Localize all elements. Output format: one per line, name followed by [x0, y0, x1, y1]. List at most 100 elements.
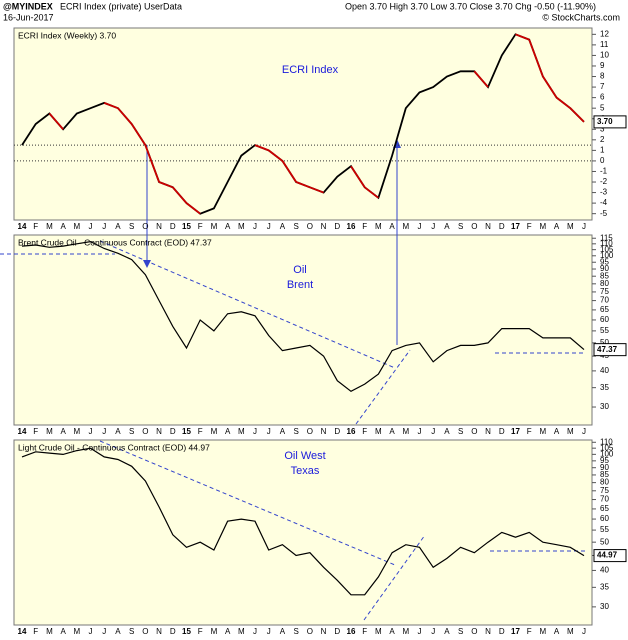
- x-tick-label: O: [471, 627, 477, 636]
- y-tick-label: 95: [600, 456, 609, 465]
- legend: ECRI Index (Weekly) 3.70: [18, 30, 116, 40]
- x-tick-label: A: [444, 427, 450, 436]
- y-tick-label: 80: [600, 279, 609, 288]
- falling-segment: [117, 107, 133, 125]
- y-tick-label: 30: [600, 402, 609, 411]
- x-tick-label: J: [89, 427, 93, 436]
- x-tick-label: A: [60, 627, 66, 636]
- annotation: Texas: [291, 465, 320, 477]
- decorations: [0, 139, 586, 621]
- falling-segment: [515, 33, 530, 41]
- y-tick-label: 55: [600, 326, 609, 335]
- x-tick-label: D: [499, 222, 505, 231]
- x-tick-label: J: [431, 222, 435, 231]
- x-tick-label: A: [280, 222, 286, 231]
- y-tick-label: 1: [600, 145, 605, 154]
- legend: Light Crude Oil - Continuous Contract (E…: [18, 442, 210, 452]
- falling-segment: [172, 186, 188, 204]
- y-tick-label: 100: [600, 251, 614, 260]
- annotation: Oil: [293, 264, 306, 276]
- x-tick-label: A: [444, 627, 450, 636]
- y-tick-label: 100: [600, 449, 614, 458]
- x-tick-label: A: [115, 627, 121, 636]
- y-tick-label: 0: [600, 156, 605, 165]
- x-tick-label: N: [321, 627, 327, 636]
- quote: Open 3.70 High 3.70 Low 3.70 Close 3.70 …: [345, 1, 596, 11]
- x-tick-label: M: [375, 627, 382, 636]
- x-tick-label: 16: [347, 427, 356, 436]
- y-tick-label: -5: [600, 209, 608, 218]
- y-tick-label: -3: [600, 188, 608, 197]
- x-tick-label: F: [33, 627, 38, 636]
- y-tick-label: 95: [600, 257, 609, 266]
- last-value-label: 47.37: [597, 345, 618, 354]
- trend-line: [355, 349, 411, 425]
- annotation: ECRI Index: [282, 64, 339, 76]
- x-tick-label: F: [33, 222, 38, 231]
- x-tick-label: 17: [511, 222, 520, 231]
- trend-line: [363, 534, 426, 621]
- falling-segment: [103, 102, 119, 110]
- x-tick-label: J: [582, 627, 586, 636]
- x-tick-label: F: [527, 627, 532, 636]
- x-tick-label: A: [389, 427, 395, 436]
- falling-segment: [542, 76, 558, 99]
- falling-segment: [48, 112, 64, 130]
- x-tick-label: N: [156, 427, 162, 436]
- x-tick-label: J: [267, 627, 271, 636]
- x-tick-label: A: [444, 222, 450, 231]
- x-tick-label: M: [238, 627, 245, 636]
- falling-segment: [309, 186, 324, 194]
- date: 16-Jun-2017: [3, 12, 54, 22]
- x-tick-label: A: [389, 627, 395, 636]
- x-tick-label: F: [362, 222, 367, 231]
- x-tick-label: 16: [347, 222, 356, 231]
- x-tick-label: M: [375, 222, 382, 231]
- index-name: ECRI Index (private) UserData: [60, 1, 182, 11]
- x-tick-label: J: [253, 222, 257, 231]
- x-tick-label: S: [293, 222, 298, 231]
- x-tick-label: M: [73, 427, 80, 436]
- y-tick-label: 85: [600, 271, 609, 280]
- panel: [13, 27, 593, 221]
- x-tick-label: S: [293, 427, 298, 436]
- y-tick-label: 105: [600, 245, 614, 254]
- y-tick-label: 12: [600, 29, 609, 38]
- y-tick-label: 30: [600, 602, 609, 611]
- x-tick-label: S: [458, 627, 463, 636]
- falling-segment: [528, 39, 544, 77]
- x-tick-label: A: [115, 427, 121, 436]
- x-tick-label: F: [198, 427, 203, 436]
- y-tick-label: -1: [600, 167, 608, 176]
- y-tick-label: 105: [600, 443, 614, 452]
- x-tick-label: M: [540, 627, 547, 636]
- trend-line: [99, 240, 396, 369]
- series-line: [21, 447, 585, 596]
- y-tick-label: 75: [600, 287, 609, 296]
- x-tick-label: 15: [182, 222, 191, 231]
- panel: [13, 439, 593, 626]
- x-tick-label: 15: [182, 627, 191, 636]
- x-tick-label: A: [280, 627, 286, 636]
- x-tick-label: M: [375, 427, 382, 436]
- y-tick-label: 60: [600, 315, 609, 324]
- falling-segment: [473, 70, 489, 88]
- x-tick-label: S: [458, 222, 463, 231]
- x-tick-label: A: [280, 427, 286, 436]
- arrow-head: [143, 260, 151, 268]
- watermark: © StockCharts.com: [542, 12, 620, 22]
- y-tick-label: 80: [600, 478, 609, 487]
- x-tick-label: D: [499, 627, 505, 636]
- x-tick-label: N: [156, 222, 162, 231]
- last-value-label: 44.97: [597, 551, 618, 560]
- x-tick-label: N: [156, 627, 162, 636]
- falling-segment: [350, 165, 366, 188]
- y-tick-label: 40: [600, 366, 609, 375]
- x-tick-label: A: [60, 427, 66, 436]
- x-tick-label: F: [527, 222, 532, 231]
- x-tick-label: 14: [18, 427, 27, 436]
- x-tick-label: J: [418, 427, 422, 436]
- x-tick-label: M: [73, 222, 80, 231]
- x-tick-label: M: [238, 427, 245, 436]
- x-tick-label: A: [115, 222, 121, 231]
